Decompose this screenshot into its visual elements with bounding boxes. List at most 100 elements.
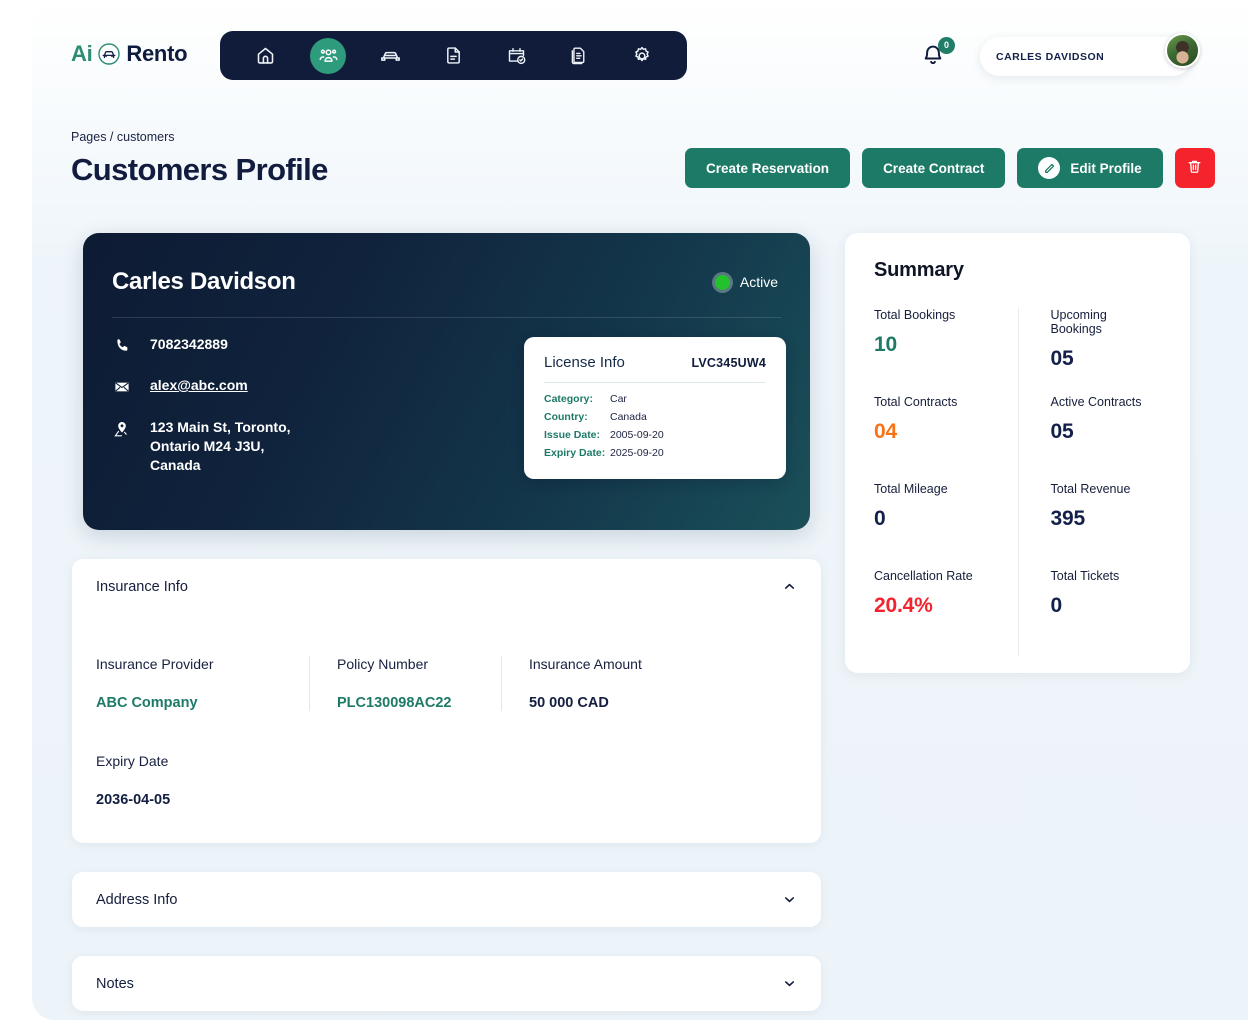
user-menu[interactable]: CARLES DAVIDSON (980, 33, 1200, 76)
page-actions: Create Reservation Create Contract Edit … (685, 148, 1215, 188)
address-info-title: Address Info (96, 891, 178, 908)
contact-phone: 7082342889 (112, 335, 291, 354)
notifications-button[interactable]: 0 (920, 37, 955, 72)
customer-name: Carles Davidson (112, 268, 296, 295)
license-row: Category: Car (544, 393, 766, 405)
car-badge-icon (96, 41, 122, 67)
address-info-header[interactable]: Address Info (72, 872, 821, 927)
page-title: Customers Profile (71, 152, 328, 187)
card-divider (112, 317, 781, 318)
nav-item-customers[interactable] (310, 37, 347, 74)
summary-stat-total-bookings: Total Bookings 10 (874, 308, 1018, 395)
files-icon (568, 45, 589, 66)
contact-email[interactable]: alex@abc.com (112, 376, 291, 396)
summary-row: Total Contracts 04 Active Contracts 05 (874, 395, 1161, 482)
car-icon (379, 44, 402, 67)
summary-stat-label: Total Revenue (1050, 482, 1131, 496)
summary-stat-total-tickets: Total Tickets 0 (1017, 569, 1162, 656)
license-value: 2025-09-20 (610, 447, 664, 459)
address-line-2: Ontario M24 J3U, (150, 438, 265, 454)
summary-panel: Summary Total Bookings 10 Upcoming Booki… (845, 233, 1190, 673)
edit-profile-label: Edit Profile (1070, 160, 1142, 176)
contact-details: 7082342889 alex@abc.com (112, 335, 291, 475)
customer-profile-card: Carles Davidson Active 7082342889 (83, 233, 810, 530)
summary-stat-value: 0 (1050, 594, 1063, 617)
insurance-provider-field: Insurance Provider ABC Company (96, 656, 309, 711)
app-logo[interactable]: Ai Rento (71, 41, 188, 67)
edit-profile-button[interactable]: Edit Profile (1017, 148, 1163, 188)
summary-stat-label: Total Bookings (874, 308, 956, 322)
license-row: Country: Canada (544, 411, 766, 423)
nav-item-reservations[interactable] (498, 38, 534, 74)
nav-item-documents[interactable] (435, 38, 471, 74)
license-value: 2005-09-20 (610, 429, 664, 441)
summary-grid: Total Bookings 10 Upcoming Bookings 05 T… (874, 308, 1161, 656)
chevron-down-icon[interactable] (782, 892, 797, 907)
pencil-icon (1038, 157, 1061, 179)
nav-item-contracts[interactable] (561, 38, 597, 74)
notification-badge: 0 (938, 37, 955, 54)
summary-stat-value: 05 (1050, 420, 1074, 443)
summary-stat-value: 395 (1050, 507, 1086, 530)
insurance-info-section: Insurance Info Insurance Provider ABC Co… (72, 559, 821, 843)
summary-stat-active-contracts: Active Contracts 05 (1017, 395, 1162, 482)
insurance-provider-value: ABC Company (96, 695, 198, 711)
logo-text-rento: Rento (126, 41, 188, 66)
insurance-expiry-field: Expiry Date 2036-04-05 (96, 753, 821, 808)
summary-stat-upcoming-bookings: Upcoming Bookings 05 (1017, 308, 1162, 395)
summary-stat-value: 20.4% (874, 594, 933, 617)
notes-header[interactable]: Notes (72, 956, 821, 1011)
summary-stat-value: 0 (874, 507, 886, 530)
insurance-fields-row-2: Expiry Date 2036-04-05 (72, 711, 821, 808)
main-nav (220, 31, 687, 80)
policy-number-label: Policy Number (337, 656, 429, 672)
policy-number-value: PLC130098AC22 (337, 695, 452, 711)
envelope-icon (112, 376, 132, 396)
summary-stat-label: Total Contracts (874, 395, 958, 409)
license-rows: Category: Car Country: Canada Issue Date… (544, 393, 766, 459)
home-icon (255, 45, 276, 66)
insurance-amount-label: Insurance Amount (529, 656, 642, 672)
create-reservation-button[interactable]: Create Reservation (685, 148, 851, 188)
insurance-fields-row-1: Insurance Provider ABC Company Policy Nu… (72, 614, 821, 711)
license-divider (544, 382, 766, 383)
license-info-card: License Info LVC345UW4 Category: Car Cou… (524, 337, 786, 479)
map-pin-icon (112, 418, 132, 438)
contact-address: 123 Main St, Toronto, Ontario M24 J3U, C… (112, 418, 291, 475)
summary-row: Total Bookings 10 Upcoming Bookings 05 (874, 308, 1161, 395)
nav-item-vehicles[interactable] (373, 38, 409, 74)
email-value[interactable]: alex@abc.com (150, 377, 248, 393)
summary-stat-value: 04 (874, 420, 897, 443)
avatar[interactable] (1165, 33, 1200, 68)
address-line-3: Canada (150, 457, 201, 473)
status-badge: Active (714, 274, 778, 290)
delete-profile-button[interactable] (1174, 148, 1215, 188)
summary-row: Cancellation Rate 20.4% Total Tickets 0 (874, 569, 1161, 656)
summary-title: Summary (874, 259, 964, 281)
summary-row: Total Mileage 0 Total Revenue 395 (874, 482, 1161, 569)
insurance-provider-label: Insurance Provider (96, 656, 214, 672)
license-header: License Info LVC345UW4 (544, 354, 766, 382)
nav-item-settings[interactable] (624, 38, 660, 74)
insurance-amount-value: 50 000 CAD (529, 695, 609, 711)
insurance-expiry-label: Expiry Date (96, 753, 169, 769)
summary-stat-cancellation-rate: Cancellation Rate 20.4% (874, 569, 1018, 656)
license-key: Expiry Date: (544, 447, 606, 459)
insurance-info-header[interactable]: Insurance Info (72, 559, 821, 614)
summary-stat-label: Cancellation Rate (874, 569, 973, 583)
address-line-1: 123 Main St, Toronto, (150, 419, 291, 435)
chevron-up-icon[interactable] (782, 579, 797, 594)
notes-section: Notes (72, 956, 821, 1011)
user-name-label: CARLES DAVIDSON (996, 50, 1105, 63)
chevron-down-icon[interactable] (782, 976, 797, 991)
create-contract-button[interactable]: Create Contract (862, 148, 1006, 188)
bell-icon (924, 45, 942, 65)
trash-icon (1186, 158, 1203, 178)
insurance-info-title: Insurance Info (96, 578, 188, 595)
nav-item-home[interactable] (247, 38, 283, 74)
breadcrumb[interactable]: Pages / customers (71, 130, 175, 144)
license-title: License Info (544, 354, 625, 371)
policy-number-field: Policy Number PLC130098AC22 (309, 656, 501, 711)
address-info-section: Address Info (72, 872, 821, 927)
summary-stat-total-contracts: Total Contracts 04 (874, 395, 1018, 482)
